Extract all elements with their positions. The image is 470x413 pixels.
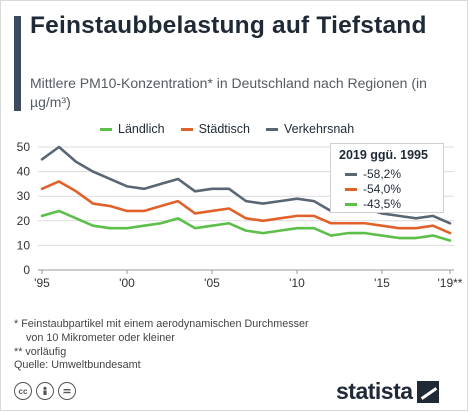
x-tick-label-2000: '00 xyxy=(119,276,135,290)
chart-legend: Ländlich Städtisch Verkehrsnah xyxy=(100,122,354,136)
x-tick-label-1995: '95 xyxy=(34,276,50,290)
footnote-definition-cont: von 10 Mikrometer oder kleiner xyxy=(14,331,175,344)
legend-label-staedtisch: Städtisch xyxy=(198,122,250,136)
change-box-title: 2019 ggü. 1995 xyxy=(339,148,428,162)
legend-item-staedtisch: Städtisch xyxy=(180,122,250,136)
change-swatch-verkehrsnah xyxy=(345,172,357,176)
y-tick-label-10: 10 xyxy=(17,238,31,252)
person-icon[interactable] xyxy=(36,382,54,400)
legend-label-laendlich: Ländlich xyxy=(118,122,165,136)
cc-icon[interactable]: cc xyxy=(14,382,32,400)
x-tick-label-2010: '10 xyxy=(289,276,305,290)
x-axis-ticks: '95 '00 '05 '10 '15 '19** xyxy=(34,270,463,290)
legend-swatch-staedtisch xyxy=(180,127,193,131)
change-value-laendlich: -43,5% xyxy=(363,197,402,211)
legend-item-laendlich: Ländlich xyxy=(100,122,165,136)
brand-mark-icon xyxy=(416,380,439,403)
brand-wordmark: statista xyxy=(336,378,413,404)
change-row-laendlich: -43,5% xyxy=(345,197,401,211)
chart-title: Feinstaubbelastung auf Tiefstand xyxy=(30,12,427,39)
y-tick-label-50: 50 xyxy=(17,140,31,154)
legend-item-verkehrsnah: Verkehrsnah xyxy=(266,122,354,136)
footnotes: * Feinstaubpartikel mit einem aerodynami… xyxy=(14,318,309,373)
change-row-staedtisch: -54,0% xyxy=(345,182,401,196)
y-tick-label-30: 30 xyxy=(17,189,31,203)
source-note: Quelle: Umweltbundesamt xyxy=(14,359,141,372)
title-accent-bar xyxy=(14,16,21,111)
x-tick-label-2015: '15 xyxy=(374,276,390,290)
footnote-preliminary: ** vorläufig xyxy=(14,345,67,358)
change-swatch-laendlich xyxy=(345,202,357,206)
x-tick-label-2019: '19** xyxy=(438,276,463,290)
legend-swatch-verkehrsnah xyxy=(266,127,278,131)
chart-series xyxy=(40,145,452,242)
legend-swatch-laendlich xyxy=(100,127,112,131)
y-tick-label-20: 20 xyxy=(17,214,31,228)
legend-label-verkehrsnah: Verkehrsnah xyxy=(284,122,355,136)
statista-logo[interactable]: statista xyxy=(336,378,439,405)
y-tick-label-0: 0 xyxy=(23,263,30,277)
license-icons: cc xyxy=(14,382,76,400)
change-value-staedtisch: -54,0% xyxy=(363,182,402,196)
footnote-definition: * Feinstaubpartikel mit einem aerodynami… xyxy=(14,318,309,330)
y-tick-label-40: 40 xyxy=(17,165,31,179)
chart-subtitle: Mittlere PM10-Konzentration* in Deutschl… xyxy=(30,75,427,110)
x-tick-label-2005: '05 xyxy=(204,276,220,290)
change-row-verkehrsnah: -58,2% xyxy=(345,167,401,181)
y-axis-ticks: 0 10 20 30 40 50 xyxy=(17,140,31,277)
equals-icon[interactable] xyxy=(58,382,76,400)
change-swatch-staedtisch xyxy=(345,187,357,191)
change-value-verkehrsnah: -58,2% xyxy=(363,167,402,181)
change-summary-box: 2019 ggü. 1995 -58,2% -54,0% -43,5% xyxy=(330,143,444,213)
